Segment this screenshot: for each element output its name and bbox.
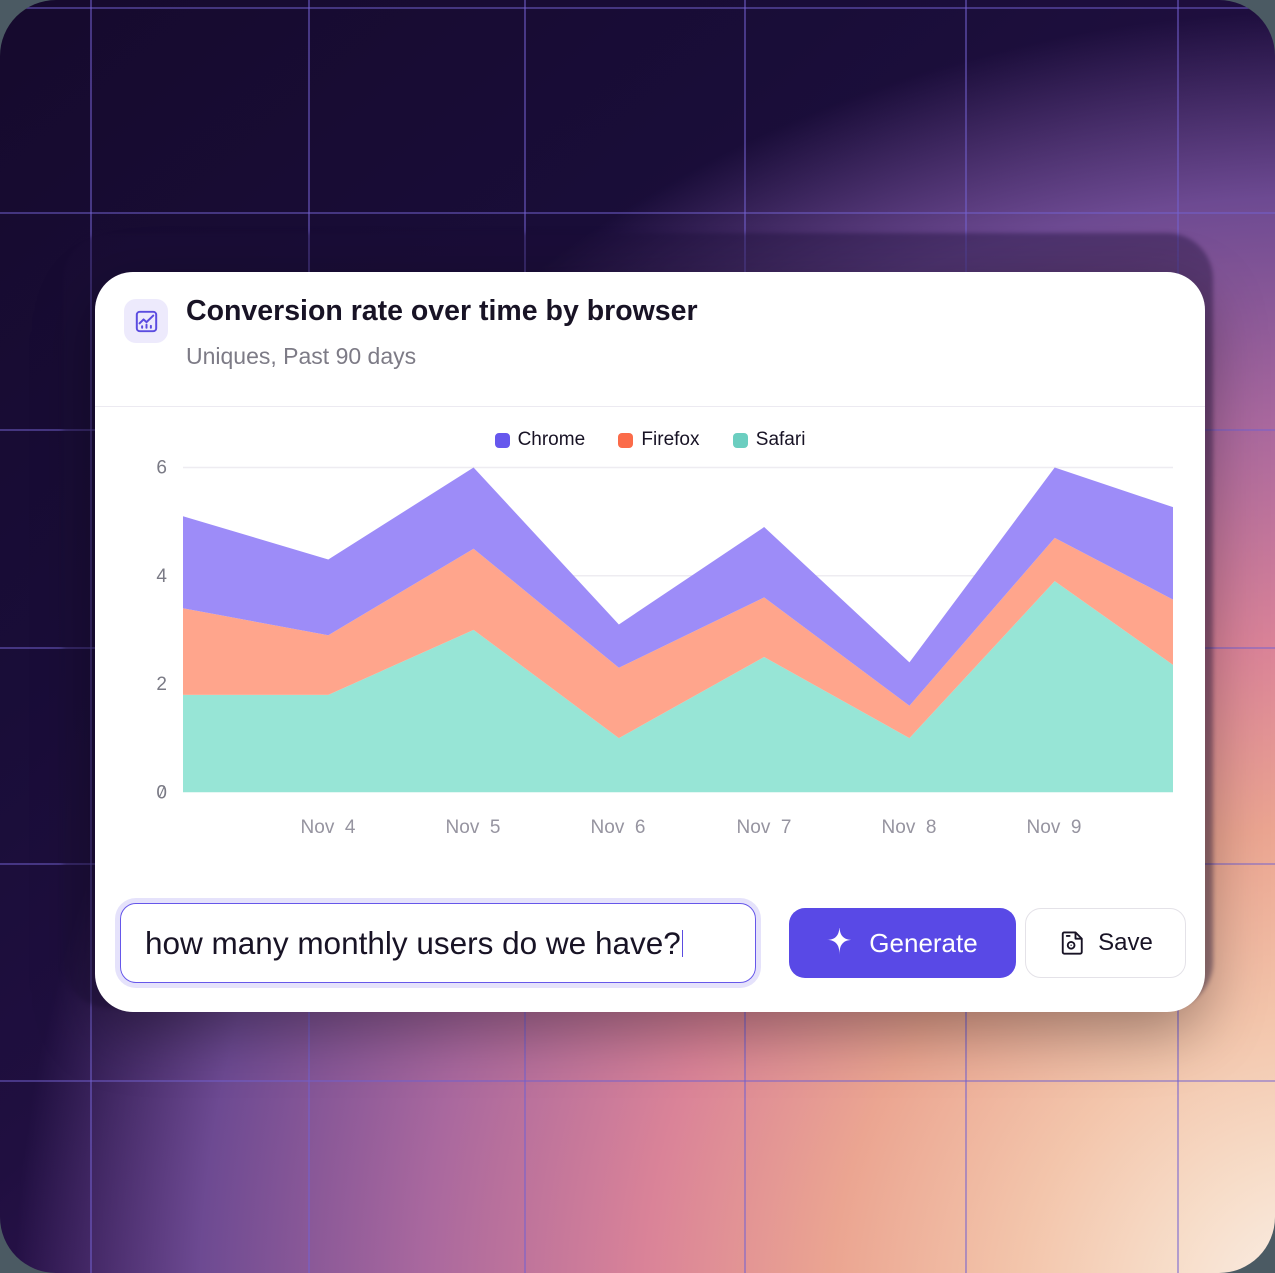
svg-text:Nov 5: Nov 5 [446,817,501,838]
svg-text:6: 6 [156,458,167,479]
svg-text:Nov 8: Nov 8 [882,817,937,838]
svg-text:Nov 9: Nov 9 [1027,817,1082,838]
svg-text:2: 2 [156,674,167,695]
svg-text:Nov 4: Nov 4 [301,817,356,838]
svg-text:4: 4 [156,566,167,587]
svg-text:Nov 7: Nov 7 [737,817,792,838]
svg-text:Nov 6: Nov 6 [591,817,646,838]
